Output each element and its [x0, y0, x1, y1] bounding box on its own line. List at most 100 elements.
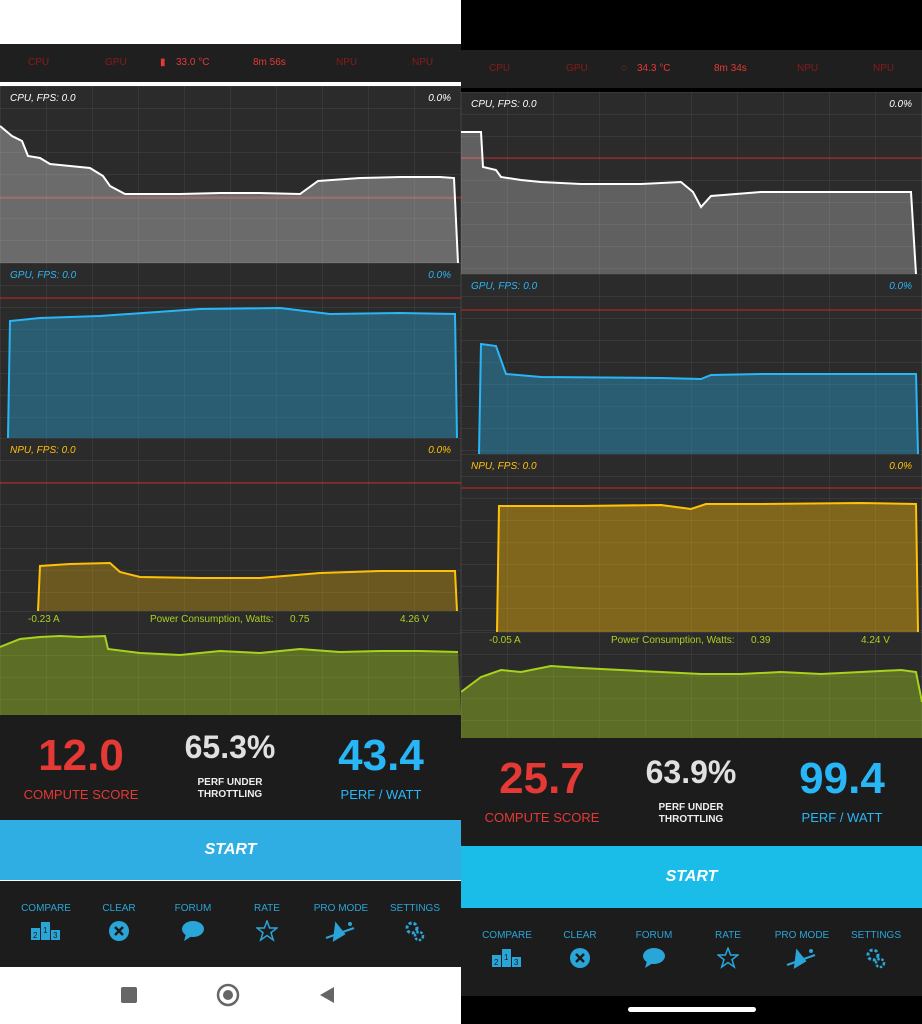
gpu-tab-right[interactable]: GPU: [566, 63, 588, 74]
throttle-value: 65.3%: [184, 729, 276, 765]
score-panel-right: 25.7 COMPUTE SCORE 63.9% PERF UNDER THRO…: [461, 738, 922, 846]
cpu-graph-right: [461, 131, 922, 274]
star-icon: [229, 918, 305, 942]
gpu-graph: [0, 297, 461, 438]
score-panel: 12.0 COMPUTE SCORE 65.3% PERF UNDER THRO…: [0, 715, 461, 820]
nav-settings-right[interactable]: SETTINGS: [838, 908, 914, 969]
compute-score-value-right: 25.7: [499, 754, 585, 803]
nav-forum-label-right: FORUM: [635, 930, 673, 941]
gears-icon: [377, 920, 453, 942]
svg-text:3: 3: [514, 958, 519, 967]
gpu-line: [7, 306, 458, 438]
compute-score-label: COMPUTE SCORE: [23, 787, 139, 802]
nav-forum[interactable]: FORUM: [155, 881, 231, 942]
power-line-right: [461, 664, 922, 703]
nav-compare-label-right: COMPARE: [482, 930, 532, 941]
start-button[interactable]: START: [0, 820, 461, 880]
npu-chart-right: NPU, FPS: 0.0 0.0%: [461, 454, 922, 632]
nav-rate-label: RATE: [254, 903, 280, 914]
nav-rate-right[interactable]: RATE: [690, 908, 766, 969]
nav-settings-label-right: SETTINGS: [850, 930, 901, 941]
nav-pro-mode[interactable]: PRO MODE: [303, 881, 379, 942]
gpu-fps-label-right: GPU, FPS: 0.0: [471, 281, 538, 292]
npu-tab-2[interactable]: NPU: [412, 57, 434, 68]
cpu-tab-right[interactable]: CPU: [489, 63, 511, 74]
nav-rate[interactable]: RATE: [229, 881, 305, 942]
back-icon: [320, 987, 334, 1003]
wizard-icon: [303, 920, 379, 942]
nav-pro-mode-right[interactable]: PRO MODE: [764, 908, 840, 969]
start-button-right[interactable]: START: [461, 846, 922, 908]
gpu-chart-right: GPU, FPS: 0.0 0.0%: [461, 274, 922, 454]
left-screenshot: CPU GPU ▮ 33.0 °C 8m 56s NPU NPU CPU, FP…: [0, 44, 461, 1024]
svg-text:3: 3: [53, 931, 58, 940]
home-indicator[interactable]: [628, 1007, 756, 1012]
cpu-area-right: [461, 132, 916, 274]
power-title: Power Consumption, Watts:: [150, 614, 274, 625]
npu-tab-right-2[interactable]: NPU: [873, 63, 895, 74]
npu-percent-right: 0.0%: [889, 461, 912, 472]
power-area: [0, 636, 461, 715]
cpu-line: [0, 125, 459, 263]
npu-graph-right: [461, 487, 922, 632]
cpu-chart-right: CPU, FPS: 0.0 0.0%: [461, 92, 922, 274]
compute-score-value: 12.0: [38, 731, 124, 780]
nav-clear-label: CLEAR: [102, 903, 136, 914]
nav-clear-right[interactable]: CLEAR: [542, 908, 618, 969]
npu-percent: 0.0%: [428, 445, 451, 456]
throttle-label-2-right: THROTTLING: [658, 814, 724, 825]
perf-watt-value-right: 99.4: [799, 754, 885, 803]
right-screenshot: CPU GPU ◌ 34.3 °C 8m 34s NPU NPU CPU, FP…: [461, 0, 922, 1024]
system-nav-icons: [121, 983, 334, 1007]
svg-text:2: 2: [494, 958, 499, 967]
perf-watt-label-right: PERF / WATT: [801, 810, 883, 825]
nav-rate-label-right: RATE: [715, 930, 741, 941]
npu-fps-label-right: NPU, FPS: 0.0: [471, 461, 537, 472]
gpu-line-right: [478, 342, 919, 454]
system-nav-bar: [0, 967, 461, 1024]
gpu-percent-right: 0.0%: [889, 281, 912, 292]
npu-tab[interactable]: NPU: [336, 57, 358, 68]
cpu-percent: 0.0%: [428, 93, 451, 104]
temperature-readout-right: 34.3 °C: [637, 63, 671, 74]
cpu-fps-label-right: CPU, FPS: 0.0: [471, 99, 537, 110]
nav-forum-label: FORUM: [174, 903, 212, 914]
close-circle-icon: [542, 947, 618, 969]
nav-clear[interactable]: CLEAR: [81, 881, 157, 942]
nav-forum-right[interactable]: FORUM: [616, 908, 692, 969]
power-title-right: Power Consumption, Watts:: [611, 635, 735, 646]
speech-bubble-icon: [616, 947, 692, 969]
gpu-tab[interactable]: GPU: [105, 57, 127, 68]
npu-tab-right[interactable]: NPU: [797, 63, 819, 74]
power-chart-right: -0.05 A Power Consumption, Watts: 0.39 4…: [461, 632, 922, 738]
gpu-graph-right: [461, 309, 922, 454]
throttle-label-1-right: PERF UNDER: [658, 802, 724, 813]
cpu-percent-right: 0.0%: [889, 99, 912, 110]
cpu-line-right: [461, 131, 917, 274]
nav-compare-label: COMPARE: [21, 903, 71, 914]
npu-chart: NPU, FPS: 0.0 0.0%: [0, 438, 461, 611]
stats-bar: CPU GPU ▮ 33.0 °C 8m 56s NPU NPU: [0, 44, 461, 82]
npu-area: [38, 563, 457, 611]
power-area-right: [461, 666, 922, 738]
stats-bar-right: CPU GPU ◌ 34.3 °C 8m 34s NPU NPU: [461, 50, 922, 88]
npu-fps-label: NPU, FPS: 0.0: [10, 445, 76, 456]
perf-watt-label: PERF / WATT: [340, 787, 422, 802]
recents-icon: [121, 987, 137, 1003]
elapsed-time-right: 8m 34s: [714, 63, 747, 74]
thermometer-icon: ◌: [621, 63, 627, 74]
watts-readout: 0.75: [290, 614, 310, 625]
nav-settings-label: SETTINGS: [389, 903, 440, 914]
nav-settings[interactable]: SETTINGS: [377, 881, 453, 942]
battery-icon: ▮: [160, 57, 166, 68]
npu-line-right: [496, 501, 919, 632]
throttle-label-1: PERF UNDER: [197, 777, 263, 788]
watts-readout-right: 0.39: [751, 635, 771, 646]
cpu-tab[interactable]: CPU: [28, 57, 50, 68]
current-readout: -0.23 A: [28, 614, 60, 625]
cpu-graph: [0, 125, 461, 263]
